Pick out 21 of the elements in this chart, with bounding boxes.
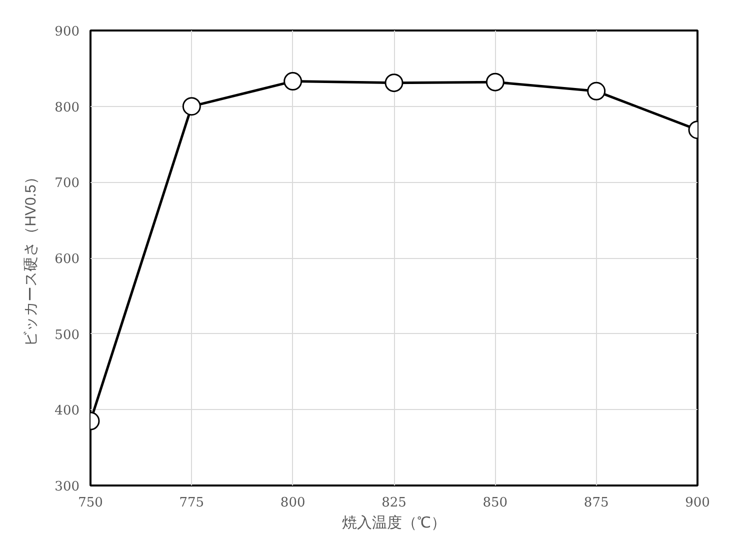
y-axis-title: ビッカース硬さ（HV0.5） [22,170,40,346]
point [384,74,404,92]
y-tick-label: 800 [54,100,80,116]
x-axis-title: 焼入温度（℃） [342,514,446,532]
point [182,97,201,116]
y-tick-label: 600 [54,252,80,267]
y-tick-label: 900 [54,24,80,40]
y-tick-label: 300 [54,480,80,494]
point [284,72,302,91]
x-tick-label: 875 [584,496,609,510]
x-tick-label: 750 [78,496,103,510]
point [486,72,504,92]
y-tick-label: 400 [54,404,80,419]
x-tick-label: 775 [179,496,204,510]
x-tick-label: 900 [685,496,710,510]
x-tick-label: 850 [482,496,508,510]
x-tick-label: 800 [280,496,306,510]
y-tick-label: 700 [54,176,80,192]
point [587,82,606,100]
x-tick-label: 825 [382,496,406,510]
y-tick-label: 500 [54,328,80,343]
